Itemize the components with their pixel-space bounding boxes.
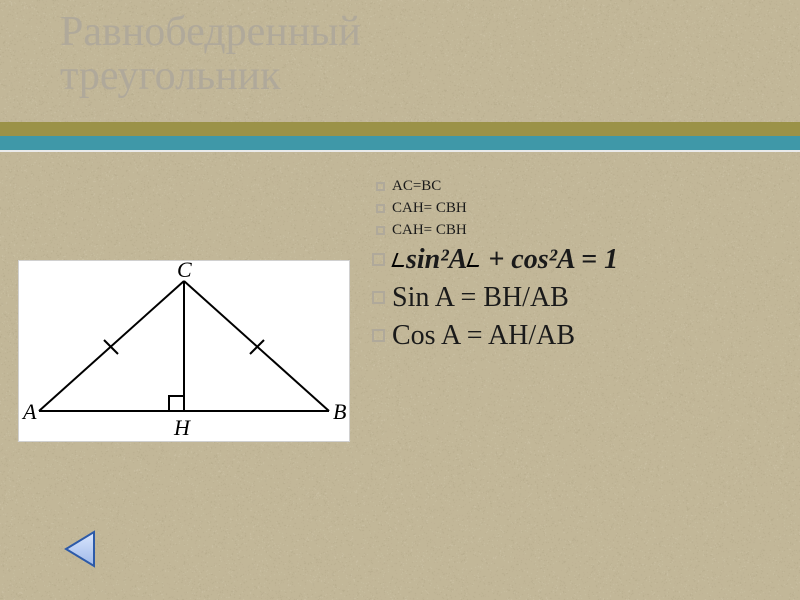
vertex-h-label: H xyxy=(173,415,191,440)
triangle-figure: A B C H xyxy=(18,260,350,442)
bullet-identity: sin²A + cos²A = 1 xyxy=(372,241,772,279)
divider-teal xyxy=(0,136,800,150)
title-line-1: Равнобедренный xyxy=(60,10,361,54)
prev-button[interactable] xyxy=(60,528,102,570)
slide-title: Равнобедренный треугольник xyxy=(60,10,361,98)
bullet-sin: Sin A = BH/AB xyxy=(372,279,772,317)
angle-icon xyxy=(392,252,406,270)
bullet-list: AC=BC CAH= CBH CAH= CBH sin²A + cos²A = … xyxy=(372,175,772,355)
bullet-small-3: CAH= CBH xyxy=(372,219,772,241)
identity-suffix: + cos²A = 1 xyxy=(488,244,618,275)
vertex-c-label: C xyxy=(177,261,192,282)
vertex-b-label: B xyxy=(333,399,346,424)
vertex-a-label: A xyxy=(21,399,37,424)
divider-white xyxy=(0,150,800,152)
bullet-small-2: CAH= CBH xyxy=(372,197,772,219)
bullet-cos: Cos A = AH/AB xyxy=(372,317,772,355)
divider-olive xyxy=(0,122,800,136)
identity-prefix: sin²A xyxy=(406,244,467,275)
bullet-small-1: AC=BC xyxy=(372,175,772,197)
slide: Равнобедренный треугольник A B C H AC=BC… xyxy=(0,0,800,600)
angle-icon xyxy=(467,252,481,270)
title-line-2: треугольник xyxy=(60,54,361,98)
triangle-left-icon xyxy=(60,528,102,570)
